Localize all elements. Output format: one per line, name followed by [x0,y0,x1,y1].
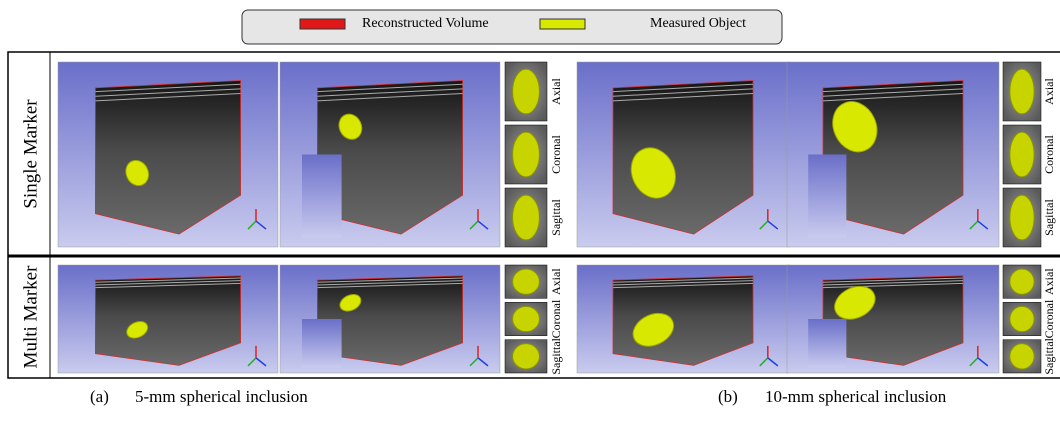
slice-inclusion [1010,69,1034,114]
slice-inclusion [513,306,540,331]
caption-text: 10-mm spherical inclusion [765,387,947,406]
legend-swatch [540,19,585,29]
cut [302,155,342,238]
legend-label: Reconstructed Volume [362,16,489,31]
slice-inclusion [513,69,540,114]
views: AxialCoronalSagittalAxialCoronalSagittal… [58,62,1056,375]
caption-text: 5-mm spherical inclusion [135,387,308,406]
caption-label: (b) [718,387,738,406]
row-label: Single Marker [20,99,41,209]
legend-label: Measured Object [650,16,746,31]
slice-label: Coronal [549,135,563,174]
slice-inclusion [1010,195,1034,240]
slice-label: Axial [549,268,563,295]
slice-inclusion [513,132,540,177]
slice-inclusion [513,344,540,369]
cut [302,319,342,368]
legend-swatch [300,19,345,29]
slice-label: Coronal [549,299,563,338]
slice-label: Sagittal [1042,199,1056,236]
slice-inclusion [1010,306,1034,331]
slice-label: Coronal [1042,299,1056,338]
caption-label: (a) [90,387,109,406]
slice-label: Sagittal [549,337,563,374]
slice-label: Axial [1042,78,1056,105]
slice-label: Axial [549,78,563,105]
slice-label: Coronal [1042,135,1056,174]
cut [808,155,846,238]
slice-inclusion [513,195,540,240]
slice-inclusion [513,269,540,294]
figure: Reconstructed Volume Measured Object Sin… [0,0,1060,436]
slice-inclusion [1010,344,1034,369]
slice-inclusion [1010,269,1034,294]
slice-label: Sagittal [549,199,563,236]
row-label: Multi Marker [20,265,41,369]
legend: Reconstructed Volume Measured Object [242,10,782,44]
slice-inclusion [1010,132,1034,177]
slice-label: Axial [1042,268,1056,295]
slice-label: Sagittal [1042,337,1056,374]
cut [808,319,846,368]
